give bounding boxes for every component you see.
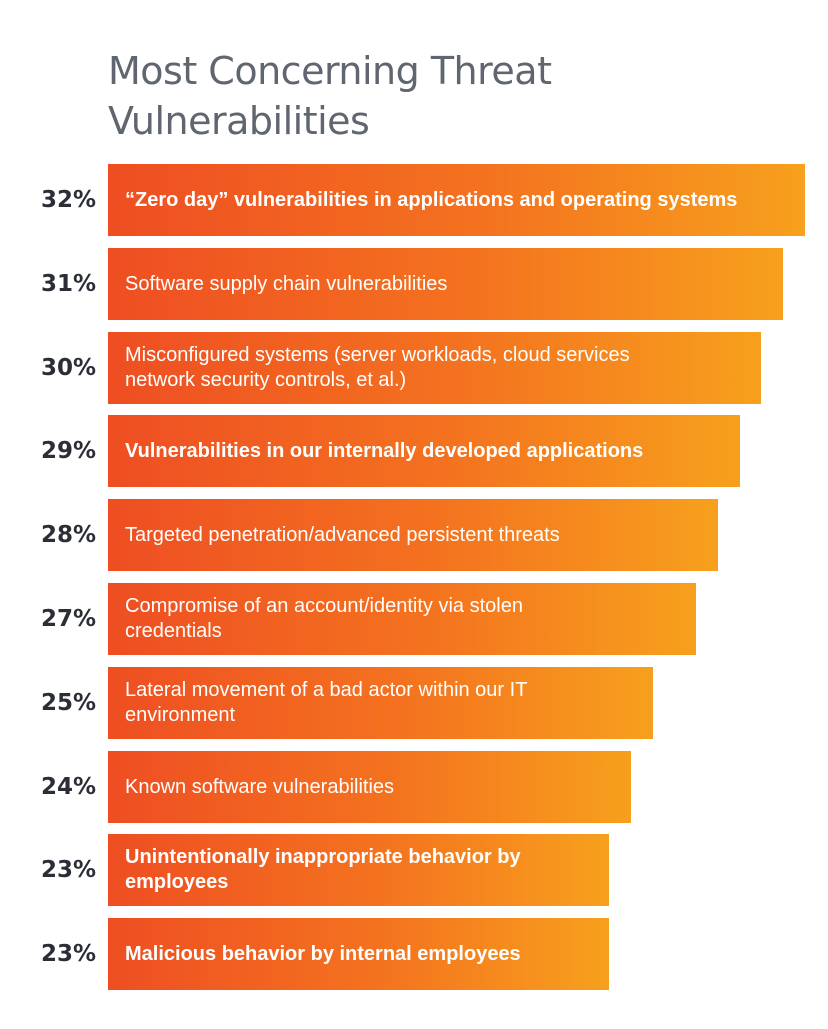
bar-value-label: 29% xyxy=(40,438,96,464)
bar-category-label: Malicious behavior by internal employees xyxy=(125,942,521,965)
bar-category-label: Known software vulnerabilities xyxy=(125,775,395,798)
bar-category-label: Targeted penetration/advanced persistent… xyxy=(125,523,560,546)
bar: Misconfigured systems (server workloads,… xyxy=(108,332,761,404)
bar-category-label: “Zero day” vulnerabilities in applicatio… xyxy=(125,188,738,211)
bar: Targeted penetration/advanced persistent… xyxy=(108,499,718,571)
bar-row: 23% Unintentionally inappropriate behavio… xyxy=(0,834,828,906)
bar-row: 23% Malicious behavior by internal employ… xyxy=(0,918,828,990)
bar-row: 32% “Zero day” vulnerabilities in applica… xyxy=(0,164,828,236)
bar-value-label: 31% xyxy=(40,271,96,297)
bar-row: 24% Known software vulnerabilities xyxy=(0,751,828,823)
bar: Software supply chain vulnerabilities xyxy=(108,248,783,320)
bar-row: 31% Software supply chain vulnerabilities xyxy=(0,248,828,320)
bar-category-label: Unintentionally inappropriate behavior b… xyxy=(125,846,521,893)
bar-value-label: 23% xyxy=(40,857,96,883)
bar-value-label: 24% xyxy=(40,774,96,800)
bar-value-label: 30% xyxy=(40,355,96,381)
bar-category-label: Vulnerabilities in our internally develo… xyxy=(125,439,644,462)
bar: Compromise of an account/identity via st… xyxy=(108,583,696,655)
bar-value-label: 25% xyxy=(40,690,96,716)
bar-category-label: Misconfigured systems (server workloads,… xyxy=(125,344,630,391)
bar-category-label: Lateral movement of a bad actor within o… xyxy=(125,679,528,726)
bar: Vulnerabilities in our internally develo… xyxy=(108,415,740,487)
bar-value-label: 27% xyxy=(40,606,96,632)
bar-category-label: Compromise of an account/identity via st… xyxy=(125,595,523,642)
bar: Unintentionally inappropriate behavior b… xyxy=(108,834,609,906)
bar-value-label: 23% xyxy=(40,941,96,967)
bar-value-label: 32% xyxy=(40,187,96,213)
bar-value-label: 28% xyxy=(40,522,96,548)
bar-row: 25% Lateral movement of a bad actor withi… xyxy=(0,667,828,739)
bar: Known software vulnerabilities xyxy=(108,751,631,823)
bar-category-label: Software supply chain vulnerabilities xyxy=(125,272,448,295)
bar-row: 27% Compromise of an account/identity via… xyxy=(0,583,828,655)
bar-row: 28% Targeted penetration/advanced persist… xyxy=(0,499,828,571)
chart-title: Most Concerning Threat Vulnerabilities xyxy=(108,49,552,143)
bar-row: 29% Vulnerabilities in our internally dev… xyxy=(0,415,828,487)
bar: Lateral movement of a bad actor within o… xyxy=(108,667,653,739)
bar: Malicious behavior by internal employees xyxy=(108,918,609,990)
bar-row: 30% Misconfigured systems (server workloa… xyxy=(0,332,828,404)
bar: “Zero day” vulnerabilities in applicatio… xyxy=(108,164,805,236)
